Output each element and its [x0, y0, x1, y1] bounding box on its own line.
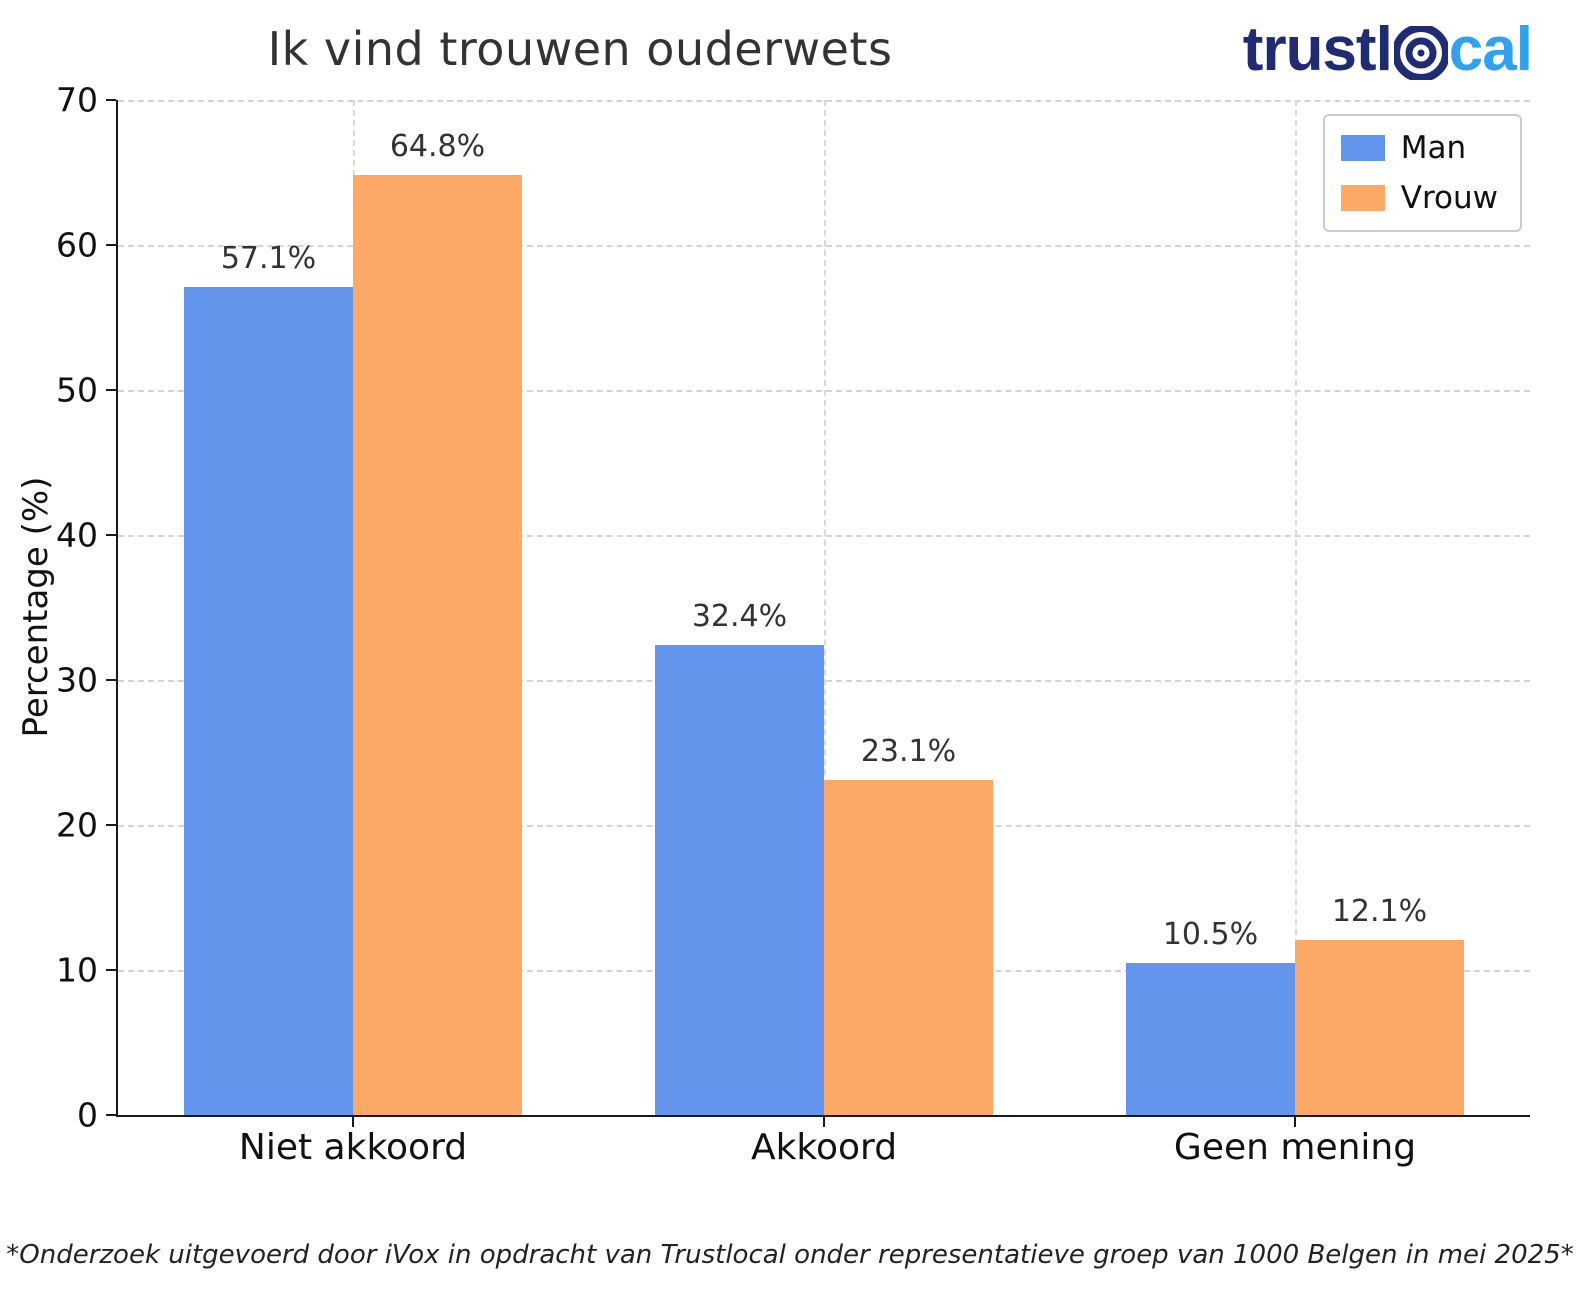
bar-value-label: 57.1% [220, 241, 317, 276]
legend-swatch-vrouw [1340, 185, 1385, 211]
x-category-label: Geen mening [1173, 1127, 1417, 1168]
legend-item-vrouw: Vrouw [1340, 180, 1498, 216]
y-tick-mark [106, 824, 116, 826]
legend-label-vrouw: Vrouw [1400, 180, 1498, 216]
y-tick-label: 10 [56, 950, 98, 990]
bar-vrouw-2 [824, 780, 993, 1115]
bar-man-1 [184, 287, 353, 1115]
plot-area: 0 10 20 30 40 50 60 70 Niet akkoord Akkoord Geen m… [56, 81, 1530, 1168]
y-tick-mark [106, 1114, 116, 1116]
y-tick-label: 0 [77, 1095, 98, 1135]
source-footnote: *Onderzoek uitgevoerd door iVox in opdra… [6, 1240, 1574, 1270]
legend: Man Vrouw [1322, 114, 1522, 232]
y-tick-label: 70 [56, 80, 98, 120]
x-tick-mark [823, 1117, 825, 1127]
legend-label-man: Man [1400, 130, 1467, 166]
logo-text-right: cal [1448, 15, 1533, 84]
bar-vrouw-1 [353, 175, 522, 1115]
x-category-label: Niet akkoord [238, 1127, 468, 1168]
x-axis-spine [116, 1115, 1530, 1117]
y-tick-label: 30 [56, 660, 98, 700]
bar-value-label: 32.4% [691, 599, 788, 634]
target-icon [1392, 20, 1449, 80]
y-tick-label: 40 [56, 515, 98, 555]
y-tick-mark [106, 244, 116, 246]
v-gridline [824, 100, 826, 1115]
trustlocal-logo: trustl cal [1242, 14, 1533, 85]
y-tick-mark [106, 389, 116, 391]
y-tick-label: 50 [56, 370, 98, 410]
y-axis-spine [116, 100, 118, 1115]
y-tick-mark [106, 679, 116, 681]
x-tick-mark [1294, 1117, 1296, 1127]
y-tick-mark [106, 969, 116, 971]
bar-value-label: 23.1% [860, 734, 957, 769]
logo-text-left: trustl [1242, 15, 1393, 84]
y-tick-label: 60 [56, 225, 98, 265]
y-tick-label: 20 [56, 805, 98, 845]
bar-man-3 [1126, 963, 1295, 1115]
v-gridline [1295, 100, 1297, 1115]
legend-swatch-man [1340, 135, 1385, 161]
legend-item-man: Man [1340, 130, 1498, 166]
bar-value-label: 64.8% [389, 129, 486, 164]
bar-man-2 [655, 645, 824, 1115]
bar-value-label: 12.1% [1331, 894, 1428, 929]
chart-title: Ik vind trouwen ouderwets [267, 22, 893, 76]
bar-vrouw-3 [1295, 940, 1464, 1115]
y-tick-mark [106, 99, 116, 101]
bar-value-label: 10.5% [1162, 917, 1259, 952]
x-tick-mark [352, 1117, 354, 1127]
x-category-label: Akkoord [750, 1127, 898, 1168]
y-tick-mark [106, 534, 116, 536]
